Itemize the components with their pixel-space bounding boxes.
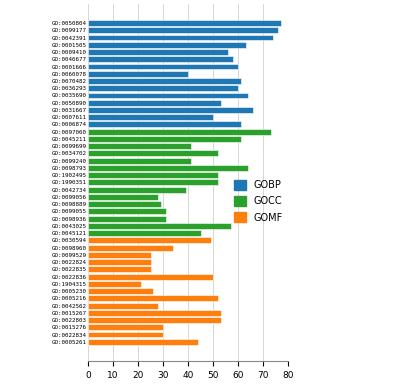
Bar [88, 194, 158, 200]
Bar [88, 310, 220, 316]
Bar [88, 129, 270, 135]
Bar [88, 223, 230, 229]
Bar [88, 317, 220, 323]
Bar [88, 230, 200, 236]
Bar [88, 209, 166, 214]
Bar [88, 20, 280, 26]
Bar [88, 324, 163, 330]
Bar [88, 121, 240, 127]
Bar [88, 93, 248, 98]
Bar [88, 107, 253, 113]
Bar [88, 216, 166, 222]
Bar [88, 331, 163, 338]
Bar [88, 42, 246, 48]
Bar [88, 237, 210, 243]
Bar [88, 158, 190, 164]
Bar [88, 259, 150, 265]
Bar [88, 35, 273, 40]
Bar [88, 303, 158, 308]
Bar [88, 172, 218, 178]
Bar [88, 187, 186, 193]
Bar [88, 114, 213, 120]
Bar [88, 63, 238, 70]
Bar [88, 49, 228, 55]
Bar [88, 179, 218, 185]
Legend: GOBP, GOCC, GOMF: GOBP, GOCC, GOMF [234, 180, 283, 223]
Bar [88, 339, 198, 345]
Bar [88, 273, 213, 280]
Bar [88, 143, 190, 149]
Bar [88, 288, 153, 294]
Bar [88, 295, 218, 301]
Bar [88, 136, 240, 142]
Bar [88, 85, 238, 91]
Bar [88, 245, 173, 251]
Bar [88, 151, 218, 156]
Bar [88, 252, 150, 258]
Bar [88, 100, 220, 106]
Bar [88, 71, 188, 77]
Bar [88, 165, 248, 171]
Bar [88, 27, 278, 33]
Bar [88, 266, 150, 272]
Bar [88, 201, 160, 207]
Bar [88, 78, 240, 84]
Bar [88, 281, 140, 287]
Bar [88, 56, 233, 62]
